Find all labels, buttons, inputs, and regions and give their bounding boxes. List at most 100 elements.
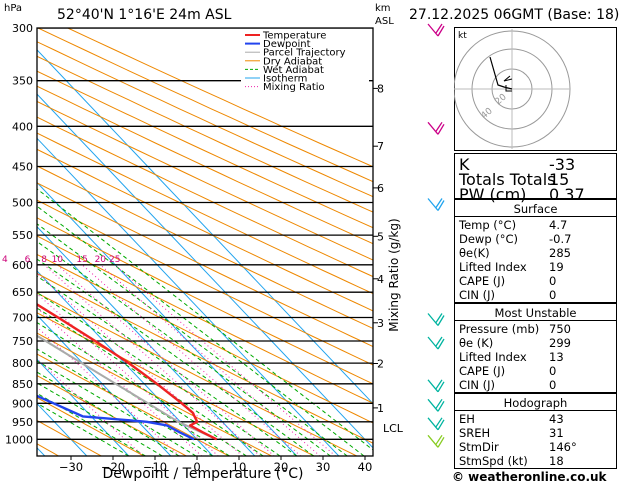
x-tick-label: 30 bbox=[316, 460, 331, 474]
mixing-ratio-line bbox=[43, 264, 261, 456]
pressure-tick-label: 650 bbox=[12, 286, 33, 299]
pressure-tick-label: 900 bbox=[12, 397, 33, 410]
mixing-ratio-line bbox=[37, 272, 243, 456]
surface-row: Dewp (°C) -0.7 bbox=[459, 232, 612, 246]
wet-adiabat bbox=[37, 223, 348, 456]
dry-adiabat bbox=[37, 332, 272, 456]
hodograph-low-levels bbox=[505, 85, 512, 92]
datetime-title: 27.12.2025 06GMT (Base: 18) bbox=[409, 7, 620, 23]
index-row-k: K -33 bbox=[459, 155, 612, 174]
dry-adiabat bbox=[37, 353, 230, 456]
hodograph-trace bbox=[489, 56, 513, 90]
mu-value: 750 bbox=[549, 322, 571, 336]
dry-adiabat bbox=[37, 148, 373, 312]
wet-adiabat bbox=[37, 371, 180, 456]
dry-adiabat bbox=[37, 235, 373, 404]
wind-barb bbox=[427, 398, 445, 412]
x-tick-label: −30 bbox=[59, 460, 83, 474]
profile-series bbox=[37, 303, 218, 441]
series-dewpoint bbox=[37, 394, 195, 441]
mixing-ratio-label: 8 bbox=[41, 255, 47, 265]
surface-key: θe(K) bbox=[459, 246, 490, 260]
pressure-tick-label: 400 bbox=[12, 120, 33, 133]
surface-row: CAPE (J) 0 bbox=[459, 274, 612, 288]
mu-key: θe (K) bbox=[459, 336, 494, 350]
x-axis-title: Dewpoint / Temperature (°C) bbox=[103, 466, 304, 482]
mixing-ratio-label: 10 bbox=[52, 255, 64, 265]
isotherm bbox=[37, 181, 298, 456]
km-tick-label: 1 bbox=[377, 402, 384, 415]
storm-motion-marker bbox=[503, 75, 513, 82]
wet-adiabat bbox=[37, 392, 146, 456]
index-row-pw: PW (cm) 0.37 bbox=[459, 185, 612, 204]
wind-barb bbox=[427, 336, 445, 350]
wind-barb bbox=[427, 417, 445, 431]
pressure-tick-label: 700 bbox=[12, 312, 33, 325]
mixing-ratio-label: 25 bbox=[109, 255, 120, 265]
hodo-row: StmSpd (kt) 18 bbox=[459, 454, 612, 468]
index-row-tt: Totals Totals 15 bbox=[459, 170, 612, 189]
series-parcel-trajectory bbox=[37, 334, 218, 441]
isotherm bbox=[37, 93, 373, 449]
mu-value: 0 bbox=[549, 364, 557, 378]
wet-adiabat bbox=[37, 240, 331, 456]
plot-frame bbox=[36, 27, 374, 457]
mu-row: Pressure (mb) 750 bbox=[459, 322, 612, 336]
surface-row: θe(K) 285 bbox=[459, 246, 612, 260]
mixing-ratio-label: 6 bbox=[25, 255, 31, 265]
dry-adiabat bbox=[67, 28, 373, 168]
dry-adiabat bbox=[37, 28, 373, 183]
hodo-key: SREH bbox=[459, 426, 491, 440]
surface-key: Dewp (°C) bbox=[459, 232, 519, 246]
isotherm bbox=[37, 226, 256, 456]
wet-adiabat bbox=[37, 188, 373, 451]
pressure-tick-label: 300 bbox=[12, 22, 33, 35]
legend-item: Parcel Trajectory bbox=[263, 48, 346, 59]
legend-item: Isotherm bbox=[263, 74, 307, 85]
x-tick-label: 0 bbox=[193, 460, 200, 474]
mu-key: Pressure (mb) bbox=[459, 322, 540, 336]
legend-item: Wet Adiabat bbox=[263, 65, 324, 76]
isotherm bbox=[37, 270, 214, 456]
temperature-axis: −30 −20 −10 0 10 20 30 40 bbox=[59, 456, 372, 474]
mu-row: Lifted Index 13 bbox=[459, 350, 612, 364]
hodo-value: 146° bbox=[549, 440, 577, 454]
pressure-tick-label: 350 bbox=[12, 75, 33, 88]
hodo-row: EH 43 bbox=[459, 412, 612, 426]
surface-key: Lifted Index bbox=[459, 260, 527, 274]
wind-barb bbox=[427, 23, 445, 37]
hodograph-unit-label: kt bbox=[458, 31, 467, 41]
wet-adiabat bbox=[37, 402, 130, 456]
km-tick-label: 4 bbox=[377, 273, 384, 286]
hodo-row: StmDir 146° bbox=[459, 440, 612, 454]
dry-adiabat bbox=[37, 217, 373, 385]
isotherm bbox=[37, 49, 373, 405]
pressure-gridlines bbox=[37, 28, 373, 440]
mixing-ratio-lines bbox=[37, 264, 336, 456]
legend-item: Temperature bbox=[262, 31, 326, 42]
hodo-value: 18 bbox=[549, 454, 564, 468]
wind-barb bbox=[427, 379, 445, 393]
hodo-value: 31 bbox=[549, 426, 564, 440]
mu-value: 0 bbox=[549, 378, 557, 392]
pressure-tick-label: 950 bbox=[12, 416, 33, 429]
dry-adiabat bbox=[37, 253, 373, 424]
isotherm bbox=[37, 137, 340, 456]
dry-adiabat bbox=[37, 165, 373, 330]
km-tick-label: 5 bbox=[377, 230, 384, 243]
mixing-ratio-line bbox=[56, 264, 275, 456]
pressure-tick-label: 800 bbox=[12, 357, 33, 370]
x-tick-label: 20 bbox=[274, 460, 289, 474]
hodo-value: 43 bbox=[549, 412, 564, 426]
dry-adiabat bbox=[37, 272, 373, 444]
mu-row: CIN (J) 0 bbox=[459, 378, 612, 392]
asl-unit-label: ASL bbox=[375, 16, 394, 27]
km-unit-label: km bbox=[375, 3, 391, 14]
hodo-key: StmDir bbox=[459, 440, 499, 454]
surface-value: 0 bbox=[549, 274, 557, 288]
hodograph-table-title: Hodograph bbox=[503, 396, 568, 410]
surface-row: CIN (J) 0 bbox=[459, 288, 612, 302]
dry-adiabat bbox=[37, 100, 373, 261]
hodograph: kt 20 40 bbox=[454, 27, 617, 151]
